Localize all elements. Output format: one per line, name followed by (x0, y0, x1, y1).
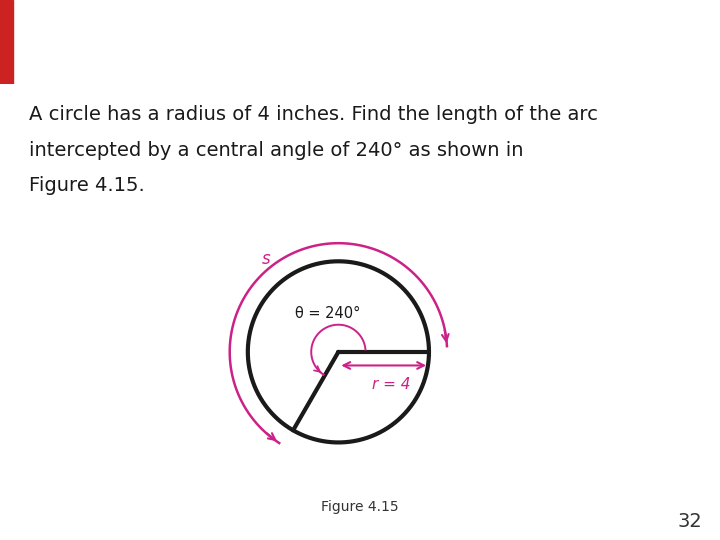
Text: Figure 4.15: Figure 4.15 (321, 500, 399, 514)
Text: s: s (261, 250, 270, 268)
Text: θ = 240°: θ = 240° (295, 306, 360, 321)
Text: 32: 32 (678, 512, 702, 531)
Text: Example 5 –: Example 5 – (32, 25, 287, 59)
Bar (0, 0, 13, 84)
Text: A circle has a radius of 4 inches. Find the length of the arc: A circle has a radius of 4 inches. Find … (29, 105, 598, 124)
Text: r = 4: r = 4 (372, 377, 410, 392)
Text: Finding Arc Length: Finding Arc Length (227, 25, 614, 59)
Text: intercepted by a central angle of 240° as shown in: intercepted by a central angle of 240° a… (29, 141, 523, 160)
Text: Figure 4.15.: Figure 4.15. (29, 177, 145, 195)
